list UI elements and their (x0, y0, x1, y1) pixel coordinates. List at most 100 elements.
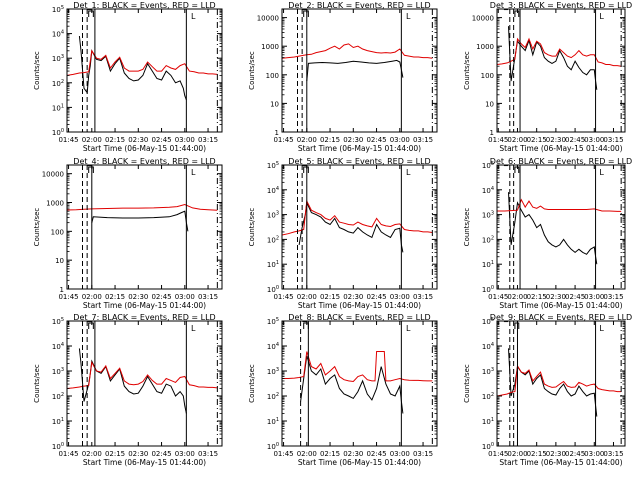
chart-title: Det_5: BLACK = Events, RED = LLD (288, 157, 430, 166)
chart-title: Det_2: BLACK = Events, RED = LLD (288, 1, 430, 10)
y-axis-label: Counts/sec (33, 51, 41, 90)
x-axis-label: Start Time (06-May-15 01:44:00) (83, 301, 206, 310)
x-tick-label: 03:00 (175, 450, 195, 458)
x-tick-label: 03:15 (413, 136, 433, 144)
marker-label: L (599, 324, 604, 333)
y-axis-label: Counts/sec (248, 208, 256, 247)
series-line-lld (497, 198, 622, 212)
x-tick-label: 02:15 (320, 136, 340, 144)
y-tick-label: 1000 (46, 200, 64, 208)
chart-title: Det_3: BLACK = Events, RED = LLD (490, 1, 632, 10)
y-axis-label: Counts/sec (463, 51, 471, 90)
y-tick-label: 103 (267, 211, 279, 220)
plot-frame (496, 164, 626, 290)
x-tick-label: 02:00 (507, 450, 527, 458)
plot-frame (281, 164, 438, 290)
x-tick-label: 03:00 (175, 293, 195, 301)
y-tick-label: 102 (267, 235, 279, 244)
x-tick-label: 02:45 (366, 450, 386, 458)
y-tick-label: 104 (482, 342, 494, 351)
y-tick-label: 1 (60, 286, 64, 294)
x-tick-label: 03:00 (390, 136, 410, 144)
series-line-events (298, 201, 404, 253)
y-tick-label: 105 (267, 161, 279, 170)
x-axis-label: Start Time (06-May-15 01:44:00) (83, 458, 206, 467)
x-tick-label: 03:00 (584, 293, 604, 301)
x-tick-label: 02:45 (565, 450, 585, 458)
plot-frame (496, 320, 626, 447)
x-axis-label: Start Time (06-May-15 01:44:00) (499, 458, 622, 467)
y-tick-label: 101 (52, 417, 64, 426)
x-tick-label: 01:45 (58, 293, 78, 301)
y-tick-label: 100 (267, 285, 279, 294)
x-tick-label: 03:00 (584, 450, 604, 458)
y-axis-label: Counts/sec (463, 364, 471, 403)
x-tick-label: 02:00 (82, 136, 102, 144)
x-tick-label: 03:00 (390, 293, 410, 301)
chart-panel-5: L 01:45 02:00 02:15 02:30 02:45 03:00 03:15 100 1… (248, 157, 438, 310)
series-line-events (306, 59, 404, 82)
marker-label: L (406, 12, 411, 21)
x-tick-label: 02:00 (82, 450, 102, 458)
series-line-lld (67, 49, 218, 76)
y-tick-label: 1 (275, 129, 279, 137)
chart-panel-8: L 01:45 02:00 02:15 02:30 02:45 03:00 03:15 100 1… (248, 313, 438, 467)
y-tick-label: 103 (52, 54, 64, 63)
series-line-events (508, 192, 598, 265)
x-tick-label: 02:45 (151, 450, 171, 458)
y-tick-label: 102 (482, 392, 494, 401)
x-axis-label: Start Time (06-May-15 01:44:00) (298, 301, 421, 310)
x-tick-label: 02:30 (546, 450, 566, 458)
y-tick-label: 105 (52, 5, 64, 14)
y-tick-label: 10000 (42, 171, 64, 179)
x-tick-label: 03:15 (198, 293, 218, 301)
x-tick-label: 03:15 (413, 450, 433, 458)
interval-bracket (88, 322, 94, 329)
y-tick-label: 100 (267, 442, 279, 451)
x-tick-label: 02:00 (507, 293, 527, 301)
x-tick-label: 02:30 (343, 450, 363, 458)
chart-panel-3: L 01:45 02:00 02:15 02:30 02:45 03:00 03:15 1 10 1… (463, 1, 632, 153)
interval-bracket (88, 166, 94, 173)
y-tick-label: 104 (267, 342, 279, 351)
chart-title: Det_6: BLACK = Events, RED = LLD (490, 157, 632, 166)
y-tick-label: 10 (485, 100, 494, 108)
x-tick-label: 01:45 (273, 293, 293, 301)
y-tick-label: 10000 (472, 15, 494, 23)
chart-title: Det_1: BLACK = Events, RED = LLD (73, 1, 215, 10)
x-tick-label: 02:30 (128, 450, 148, 458)
y-tick-label: 100 (52, 128, 64, 137)
x-tick-label: 02:15 (527, 136, 547, 144)
chart-panel-2: L 01:45 02:00 02:15 02:30 02:45 03:00 03:15 1 10 1… (248, 1, 438, 153)
x-tick-label: 02:30 (546, 293, 566, 301)
x-tick-label: 02:45 (151, 293, 171, 301)
x-tick-label: 02:30 (546, 136, 566, 144)
x-tick-label: 02:30 (128, 293, 148, 301)
chart-title: Det_8: BLACK = Events, RED = LLD (288, 313, 430, 322)
y-tick-label: 103 (267, 367, 279, 376)
y-tick-label: 105 (52, 317, 64, 326)
x-tick-label: 02:15 (320, 293, 340, 301)
y-tick-label: 102 (482, 235, 494, 244)
x-tick-label: 01:45 (488, 450, 508, 458)
marker-label: L (599, 168, 604, 177)
chart-title: Det_4: BLACK = Events, RED = LLD (73, 157, 215, 166)
y-tick-label: 102 (52, 79, 64, 88)
y-tick-label: 100 (482, 285, 494, 294)
x-tick-label: 03:00 (584, 136, 604, 144)
x-tick-label: 02:15 (527, 293, 547, 301)
series-line-lld (282, 199, 433, 236)
chart-title: Det_7: BLACK = Events, RED = LLD (73, 313, 215, 322)
y-tick-label: 100 (51, 228, 64, 236)
x-tick-label: 02:45 (366, 293, 386, 301)
chart-panel-1: L 01:45 02:00 02:15 02:30 02:45 03:00 03:15 100 1… (33, 1, 223, 153)
marker-label: L (406, 168, 411, 177)
x-tick-label: 01:45 (58, 450, 78, 458)
x-tick-label: 02:00 (297, 450, 317, 458)
marker-label: L (599, 12, 604, 21)
plot-frame (66, 164, 223, 290)
y-tick-label: 100 (52, 442, 64, 451)
x-tick-label: 02:30 (343, 293, 363, 301)
interval-bracket (88, 10, 94, 17)
